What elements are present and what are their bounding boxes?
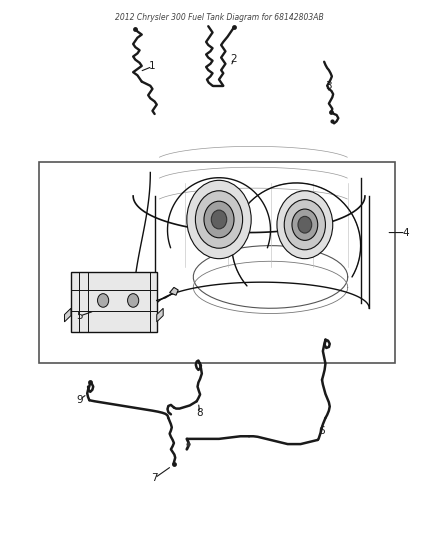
Polygon shape xyxy=(170,287,178,295)
Polygon shape xyxy=(64,308,71,322)
Circle shape xyxy=(195,191,243,248)
Text: 7: 7 xyxy=(151,473,158,483)
Bar xyxy=(71,272,157,332)
Circle shape xyxy=(292,209,318,240)
Circle shape xyxy=(127,294,139,307)
Text: 6: 6 xyxy=(319,426,325,436)
Text: 4: 4 xyxy=(403,228,409,238)
Text: 3: 3 xyxy=(325,82,332,91)
Polygon shape xyxy=(157,308,163,322)
Text: 9: 9 xyxy=(76,395,83,405)
Text: 2012 Chrysler 300 Fuel Tank Diagram for 68142803AB: 2012 Chrysler 300 Fuel Tank Diagram for … xyxy=(115,13,323,22)
Bar xyxy=(39,162,395,363)
Circle shape xyxy=(211,210,227,229)
Circle shape xyxy=(277,191,333,259)
Circle shape xyxy=(98,294,109,307)
Text: 8: 8 xyxy=(196,408,203,418)
Text: 1: 1 xyxy=(149,61,156,71)
Circle shape xyxy=(298,216,312,233)
Circle shape xyxy=(187,180,251,259)
Circle shape xyxy=(204,201,234,238)
Circle shape xyxy=(284,200,325,250)
Text: 2: 2 xyxy=(231,54,237,64)
Text: 5: 5 xyxy=(76,311,83,321)
